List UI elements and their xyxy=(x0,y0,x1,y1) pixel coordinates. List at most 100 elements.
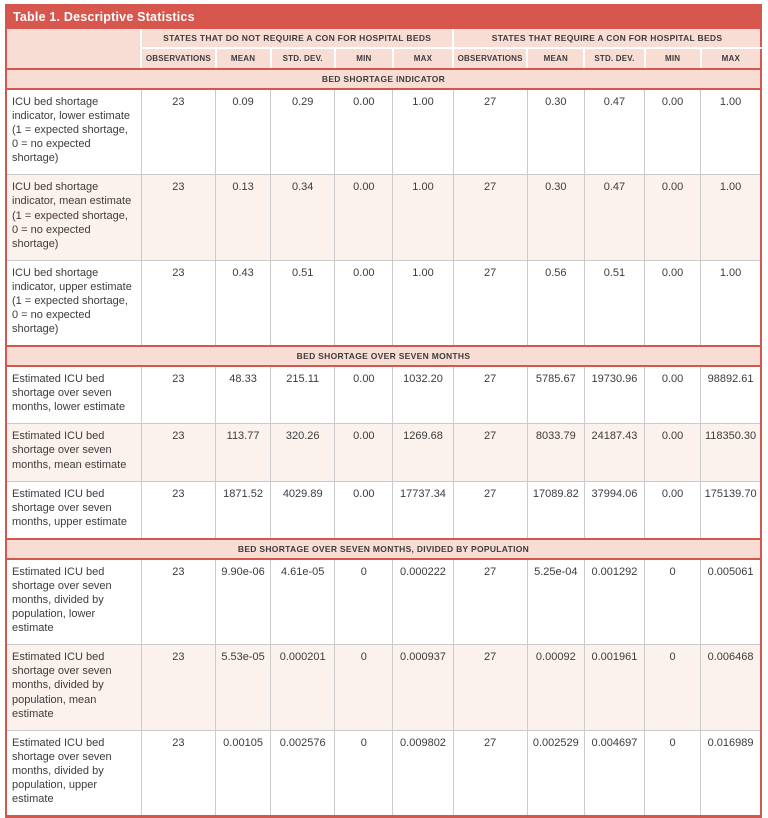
value-cell: 0.009802 xyxy=(392,730,454,818)
section-header-row: BED SHORTAGE OVER SEVEN MONTHS, DIVIDED … xyxy=(6,537,761,560)
row-label: Estimated ICU bed shortage over seven mo… xyxy=(6,481,142,540)
row-label: Estimated ICU bed shortage over seven mo… xyxy=(6,730,142,818)
table-row: Estimated ICU bed shortage over seven mo… xyxy=(6,730,761,818)
value-cell: 1.00 xyxy=(700,89,761,176)
value-cell: 27 xyxy=(452,730,528,818)
value-cell: 0.005061 xyxy=(700,558,761,646)
value-cell: 0 xyxy=(644,730,701,818)
value-cell: 0.56 xyxy=(526,260,585,347)
table-title-row: Table 1. Descriptive Statistics xyxy=(6,5,761,29)
value-cell: 1.00 xyxy=(392,260,454,347)
value-cell: 5.53e-05 xyxy=(214,644,271,731)
value-cell: 0.00 xyxy=(334,481,393,540)
value-cell: 0.001292 xyxy=(583,558,645,646)
value-cell: 1032.20 xyxy=(392,366,454,425)
section-header-row: BED SHORTAGE OVER SEVEN MONTHS xyxy=(6,345,761,368)
value-cell: 0.29 xyxy=(270,89,335,176)
column-header-std-dev: STD. DEV. xyxy=(269,48,335,70)
table-row: Estimated ICU bed shortage over seven mo… xyxy=(6,366,761,425)
group-header-no-con: STATES THAT DO NOT REQUIRE A CON FOR HOS… xyxy=(140,29,454,49)
value-cell: 0 xyxy=(644,644,701,731)
column-header-observations: OBSERVATIONS xyxy=(140,48,216,70)
value-cell: 0.00 xyxy=(644,260,701,347)
column-header-row: OBSERVATIONS MEAN STD. DEV. MIN MAX OBSERVATI… xyxy=(6,48,761,70)
column-header-mean: MEAN xyxy=(214,48,271,70)
value-cell: 23 xyxy=(140,481,216,540)
row-label: ICU bed shortage indicator, lower estima… xyxy=(6,89,142,176)
value-cell: 17089.82 xyxy=(526,481,585,540)
value-cell: 0.51 xyxy=(270,260,335,347)
value-cell: 1.00 xyxy=(700,260,761,347)
corner-cell xyxy=(6,29,142,69)
value-cell: 0.47 xyxy=(583,174,645,261)
column-header-observations: OBSERVATIONS xyxy=(452,48,528,70)
value-cell: 0.000201 xyxy=(270,644,335,731)
column-header-min: MIN xyxy=(333,48,393,70)
value-cell: 0.00105 xyxy=(214,730,271,818)
value-cell: 1269.68 xyxy=(392,423,454,482)
value-cell: 0.016989 xyxy=(700,730,761,818)
value-cell: 19730.96 xyxy=(583,366,645,425)
value-cell: 1.00 xyxy=(700,174,761,261)
value-cell: 27 xyxy=(452,366,528,425)
value-cell: 0.00 xyxy=(334,174,393,261)
column-header-max: MAX xyxy=(391,48,454,70)
value-cell: 0.43 xyxy=(214,260,271,347)
column-header-mean: MEAN xyxy=(526,48,585,70)
value-cell: 0.30 xyxy=(526,174,585,261)
value-cell: 27 xyxy=(452,423,528,482)
group-header-con: STATES THAT REQUIRE A CON FOR HOSPITAL B… xyxy=(452,29,761,49)
value-cell: 4029.89 xyxy=(270,481,335,540)
value-cell: 0.00 xyxy=(644,423,701,482)
value-cell: 5785.67 xyxy=(526,366,585,425)
value-cell: 27 xyxy=(452,89,528,176)
table-title: Table 1. Descriptive Statistics xyxy=(6,5,761,29)
value-cell: 8033.79 xyxy=(526,423,585,482)
value-cell: 0.002576 xyxy=(270,730,335,818)
value-cell: 23 xyxy=(140,730,216,818)
value-cell: 17737.34 xyxy=(392,481,454,540)
value-cell: 0.00 xyxy=(644,366,701,425)
value-cell: 48.33 xyxy=(214,366,271,425)
value-cell: 0.00 xyxy=(334,366,393,425)
value-cell: 0.004697 xyxy=(583,730,645,818)
value-cell: 27 xyxy=(452,174,528,261)
value-cell: 27 xyxy=(452,644,528,731)
value-cell: 5.25e-04 xyxy=(526,558,585,646)
value-cell: 1871.52 xyxy=(214,481,271,540)
value-cell: 0.13 xyxy=(214,174,271,261)
table-row: Estimated ICU bed shortage over seven mo… xyxy=(6,423,761,482)
row-label: ICU bed shortage indicator, upper estima… xyxy=(6,260,142,347)
table-row: Estimated ICU bed shortage over seven mo… xyxy=(6,558,761,646)
value-cell: 0.00 xyxy=(644,174,701,261)
value-cell: 23 xyxy=(140,89,216,176)
value-cell: 0.00 xyxy=(334,89,393,176)
section-header: BED SHORTAGE INDICATOR xyxy=(6,68,761,90)
section-header-row: BED SHORTAGE INDICATOR xyxy=(6,68,761,90)
value-cell: 23 xyxy=(140,423,216,482)
group-header-row: STATES THAT DO NOT REQUIRE A CON FOR HOS… xyxy=(6,29,761,69)
value-cell: 0.00092 xyxy=(526,644,585,731)
value-cell: 0 xyxy=(644,558,701,646)
value-cell: 1.00 xyxy=(392,174,454,261)
value-cell: 0 xyxy=(334,730,393,818)
section-header: BED SHORTAGE OVER SEVEN MONTHS, DIVIDED … xyxy=(6,537,761,560)
row-label: Estimated ICU bed shortage over seven mo… xyxy=(6,423,142,482)
value-cell: 0.51 xyxy=(583,260,645,347)
row-label: ICU bed shortage indicator, mean estimat… xyxy=(6,174,142,261)
value-cell: 23 xyxy=(140,558,216,646)
value-cell: 0.000222 xyxy=(392,558,454,646)
section-header: BED SHORTAGE OVER SEVEN MONTHS xyxy=(6,345,761,368)
value-cell: 0.00 xyxy=(644,481,701,540)
value-cell: 0.006468 xyxy=(700,644,761,731)
value-cell: 23 xyxy=(140,260,216,347)
value-cell: 1.00 xyxy=(392,89,454,176)
table-row: ICU bed shortage indicator, upper estima… xyxy=(6,260,761,347)
row-label: Estimated ICU bed shortage over seven mo… xyxy=(6,558,142,646)
value-cell: 118350.30 xyxy=(700,423,761,482)
value-cell: 320.26 xyxy=(270,423,335,482)
row-label: Estimated ICU bed shortage over seven mo… xyxy=(6,644,142,731)
value-cell: 37994.06 xyxy=(583,481,645,540)
value-cell: 0.002529 xyxy=(526,730,585,818)
value-cell: 4.61e-05 xyxy=(270,558,335,646)
